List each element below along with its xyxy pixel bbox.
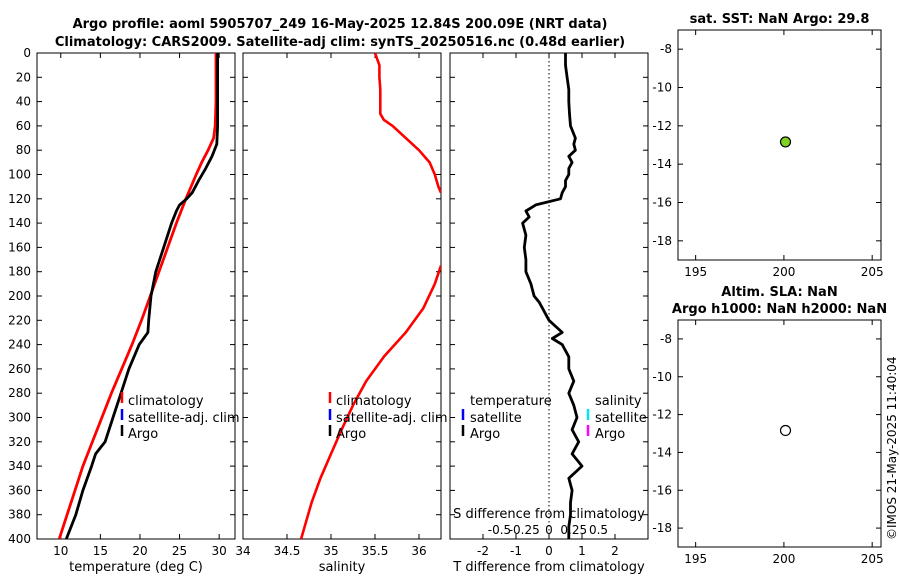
tdiff-legend-salinity-title: salinity <box>595 394 642 409</box>
plot-layer: 0204060801001201401601802002202402602803… <box>8 12 887 575</box>
sla-map-xtick-label: 195 <box>684 552 707 566</box>
temperature-xtick-label: 15 <box>93 544 108 558</box>
sst-map-ytick-label: -12 <box>652 119 672 133</box>
temperature-argo-line <box>64 53 220 539</box>
sst-map-axes-frame <box>677 29 882 261</box>
depth-ytick-label: 60 <box>16 119 31 133</box>
salinity-climatology-line <box>373 53 441 194</box>
sst-map-argo-position-marker <box>779 136 792 148</box>
depth-ytick-label: 400 <box>8 532 31 546</box>
sst-map-ytick-label: -14 <box>652 157 672 171</box>
sla-map-ytick-label: -8 <box>660 332 672 346</box>
depth-ytick-label: 0 <box>23 46 31 60</box>
depth-ytick-label: 120 <box>8 192 31 206</box>
sst-map-title: sat. SST: NaN Argo: 29.8 <box>690 12 870 27</box>
depth-ytick-label: 380 <box>8 508 31 522</box>
temperature-legend-label: Argo <box>128 427 158 442</box>
sst-map-ytick-label: -10 <box>652 81 672 95</box>
tdiff-xtick-label: 1 <box>578 544 586 558</box>
sst-map-xtick-label: 200 <box>772 265 795 279</box>
sla-map-ytick-label: -14 <box>652 445 672 459</box>
salinity-xlabel: salinity <box>319 560 366 575</box>
temperature-xtick-label: 25 <box>172 544 187 558</box>
salinity-xtick-label: 35.5 <box>362 544 389 558</box>
temperature-axes-frame <box>36 52 236 540</box>
sla-map-xtick-label: 205 <box>861 552 884 566</box>
depth-ytick-label: 340 <box>8 459 31 473</box>
sdiff-tick-label: 0.25 <box>560 523 587 537</box>
tdiff-xtick-label: 2 <box>611 544 619 558</box>
sla-map-axes-frame <box>677 319 882 548</box>
temperature-xlabel: temperature (deg C) <box>69 560 203 575</box>
sst-map-ytick-label: -16 <box>652 196 672 210</box>
temperature-climatology-line <box>57 53 218 539</box>
tdiff-legend-salinity-label: satellite <box>595 411 647 426</box>
timestamp-watermark: ©IMOS 21-May-2025 11:40:04 <box>885 356 899 540</box>
tdiff-legend-temperature-label: satellite <box>470 411 522 426</box>
temperature-legend-label: climatology <box>128 394 204 409</box>
temperature-xtick-label: 20 <box>132 544 147 558</box>
depth-ytick-label: 240 <box>8 338 31 352</box>
depth-ytick-label: 280 <box>8 386 31 400</box>
salinity-xtick-label: 35 <box>323 544 338 558</box>
sst-map-xtick-label: 195 <box>684 265 707 279</box>
depth-ytick-label: 360 <box>8 483 31 497</box>
sdiff-tick-label: -0.25 <box>509 523 540 537</box>
salinity-legend-label: satellite-adj. clim <box>336 411 448 426</box>
depth-ytick-label: 300 <box>8 411 31 425</box>
tdiff-xtick-label: 0 <box>545 544 553 558</box>
temperature-xtick-label: 10 <box>53 544 68 558</box>
sst-map-ytick-label: -18 <box>652 234 672 248</box>
depth-ytick-label: 320 <box>8 435 31 449</box>
temperature-xtick-label: 30 <box>212 544 227 558</box>
tdiff-xlabel: T difference from climatology <box>452 560 645 575</box>
tdiff-legend-temperature-title: temperature <box>470 394 552 409</box>
tdiff-argo-line <box>521 53 584 539</box>
depth-ytick-label: 160 <box>8 240 31 254</box>
depth-ytick-label: 80 <box>16 143 31 157</box>
sla-map-title: Altim. SLA: NaN <box>721 285 837 300</box>
sla-map-ytick-label: -12 <box>652 408 672 422</box>
sdiff-axis-label: S difference from climatology <box>453 507 645 522</box>
sla-map-argo-position-marker <box>779 424 792 437</box>
depth-ytick-label: 220 <box>8 313 31 327</box>
tdiff-legend-salinity-label: Argo <box>595 427 625 442</box>
salinity-climatology-deep-line <box>299 265 441 539</box>
depth-ytick-label: 40 <box>16 95 31 109</box>
tdiff-xtick-label: -2 <box>477 544 489 558</box>
salinity-xtick-label: 34.5 <box>274 544 301 558</box>
depth-ytick-label: 180 <box>8 265 31 279</box>
depth-ytick-label: 260 <box>8 362 31 376</box>
salinity-legend-label: climatology <box>336 394 412 409</box>
tdiff-xtick-label: -1 <box>510 544 522 558</box>
depth-ytick-label: 100 <box>8 168 31 182</box>
sdiff-tick-label: -0.5 <box>488 523 511 537</box>
salinity-xtick-label: 34 <box>235 544 250 558</box>
sla-map-ytick-label: -18 <box>652 521 672 535</box>
sdiff-tick-label: 0.5 <box>589 523 608 537</box>
sla-map-title: Argo h1000: NaN h2000: NaN <box>672 302 887 317</box>
figure-title-line2: Climatology: CARS2009. Satellite-adj cli… <box>55 35 625 50</box>
depth-ytick-label: 20 <box>16 70 31 84</box>
sla-map-ytick-label: -16 <box>652 483 672 497</box>
figure-title-line1: Argo profile: aoml 5905707_249 16-May-20… <box>73 17 608 32</box>
temperature-legend-label: satellite-adj. clim <box>128 411 240 426</box>
depth-ytick-label: 200 <box>8 289 31 303</box>
sst-map-ytick-label: -8 <box>660 42 672 56</box>
salinity-legend-label: Argo <box>336 427 366 442</box>
sst-map-xtick-label: 205 <box>861 265 884 279</box>
tdiff-legend-temperature-label: Argo <box>470 427 500 442</box>
sla-map-ytick-label: -10 <box>652 370 672 384</box>
salinity-xtick-label: 36 <box>411 544 426 558</box>
salinity-axes-frame <box>242 52 442 540</box>
depth-ytick-label: 140 <box>8 216 31 230</box>
sdiff-tick-label: 0 <box>545 523 553 537</box>
sla-map-xtick-label: 200 <box>772 552 795 566</box>
